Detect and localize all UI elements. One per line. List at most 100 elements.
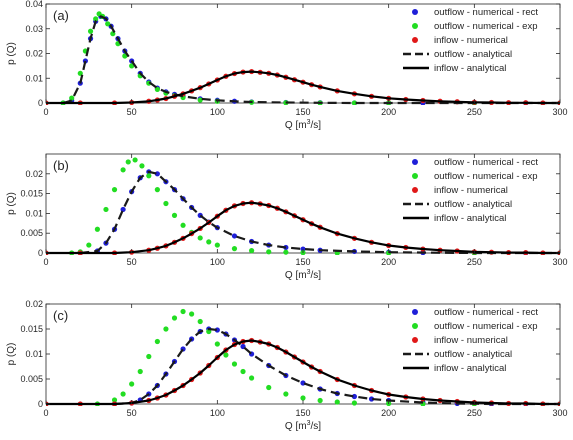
legend: outflow - numerical - rect outflow - nume… [403,307,538,374]
x-tick-label: 300 [552,408,567,418]
point-outflow-numerical-exp [103,206,109,213]
legend-label: outflow - numerical - exp [434,321,537,332]
point-outflow-numerical-exp [189,311,195,317]
plot-area [45,3,561,104]
point-outflow-numerical-exp [197,235,203,241]
x-tick-label: 150 [295,257,310,267]
x-tick-label: 100 [210,408,225,418]
x-tick-label: 150 [295,408,310,418]
y-axis-label: p (Q) [6,42,17,65]
x-tick-label: 250 [467,257,482,267]
point-outflow-numerical-rect [231,233,238,239]
y-tick-label: 0.015 [20,324,43,334]
point-outflow-numerical-exp [214,341,220,347]
legend-label: outflow - numerical - exp [434,171,537,182]
point-outflow-numerical-exp [111,397,118,403]
point-outflow-numerical-exp [351,400,357,406]
point-outflow-numerical-exp [137,368,143,375]
line-outflow-analytical [62,15,560,105]
line-inflow-analytical [46,70,560,105]
panel-1: 0 50 100 150 200 250 300 0 0.005 0.01 0.015 0.02 Q [… [6,153,568,281]
point-outflow-numerical-exp [163,326,169,332]
x-axis-label: Q [m3/s] [285,420,321,432]
point-outflow-numerical-exp [300,395,306,401]
legend-swatch-dot [412,37,418,43]
legend-swatch-dot [412,187,418,193]
y-axis-label: p (Q) [6,192,17,215]
legend-label: outflow - analytical [434,49,512,60]
legend-label: outflow - numerical - exp [434,21,537,32]
y-tick-label: 0.01 [25,73,43,83]
x-tick-label: 150 [295,107,310,117]
legend: outflow - numerical - rect outflow - nume… [403,7,538,74]
legend-swatch-dot [412,337,418,343]
point-outflow-numerical-rect [368,396,375,402]
x-tick-label: 100 [210,107,225,117]
x-tick-label: 200 [381,257,396,267]
point-outflow-numerical-exp [105,21,111,27]
point-outflow-numerical-exp [146,353,152,360]
legend-swatch-dot [412,23,418,29]
y-tick-label: 0.02 [25,169,43,179]
y-tick-label: 0.005 [20,228,43,238]
point-outflow-numerical-exp [120,167,126,173]
point-outflow-numerical-exp [154,187,160,193]
point-outflow-numerical-exp [283,391,289,397]
point-outflow-numerical-rect [214,327,220,333]
y-tick-label: 0.02 [25,49,43,59]
panel-2: 0 50 100 150 200 250 300 0 0.005 0.01 0.015 0.02 Q [… [6,299,568,432]
plot-marks [46,157,560,255]
plot-marks [46,308,560,406]
point-outflow-numerical-exp [171,212,178,218]
line-inflow-analytical [46,339,560,406]
x-tick-label: 50 [127,257,137,267]
y-tick-label: 0.02 [25,299,43,309]
point-outflow-numerical-exp [139,163,145,169]
point-outflow-numerical-exp [231,361,238,367]
point-outflow-numerical-exp [111,187,118,193]
legend-label: outflow - analytical [434,349,512,360]
legend-swatch-dot [412,309,418,315]
point-outflow-numerical-rect [120,206,126,213]
legend-label: inflow - numerical [434,185,508,196]
plot-area [45,153,561,254]
legend-label: outflow - numerical - rect [434,7,538,18]
point-outflow-numerical-exp [87,28,94,34]
x-tick-label: 50 [127,107,137,117]
y-tick-label: 0.005 [20,374,43,384]
point-outflow-numerical-exp [266,249,272,255]
plot-marks [46,11,560,105]
legend-label: inflow - analytical [434,213,506,224]
y-tick-label: 0.04 [25,0,43,9]
point-outflow-numerical-exp [129,381,135,387]
y-tick-label: 0.03 [25,24,43,34]
legend-swatch-dot [412,323,418,329]
legend-swatch-dot [412,9,418,15]
point-outflow-numerical-exp [214,242,220,248]
y-tick-label: 0.015 [20,189,43,199]
point-outflow-numerical-exp [69,95,75,101]
legend-label: outflow - numerical - rect [434,157,538,168]
y-tick-label: 0 [38,248,43,258]
point-outflow-numerical-exp [197,97,203,103]
y-tick-label: 0 [38,98,43,108]
point-outflow-numerical-exp [180,222,186,228]
point-outflow-numerical-exp [154,338,160,345]
point-outflow-numerical-exp [240,368,246,375]
x-tick-label: 0 [43,257,48,267]
x-tick-label: 250 [467,408,482,418]
legend-swatch-dot [412,159,418,165]
x-tick-label: 200 [381,107,396,117]
point-outflow-numerical-exp [86,242,92,248]
point-outflow-numerical-exp [93,16,99,22]
point-outflow-numerical-exp [317,397,323,404]
point-outflow-numerical-exp [334,399,340,405]
legend-swatch-dot [412,173,418,179]
x-axis-label: Q [m3/s] [285,269,321,281]
legend-label: inflow - analytical [434,63,506,74]
legend-label: outflow - numerical - rect [434,307,538,318]
point-outflow-numerical-exp [223,352,229,358]
point-outflow-numerical-exp [132,157,138,163]
point-outflow-numerical-exp [249,375,255,381]
